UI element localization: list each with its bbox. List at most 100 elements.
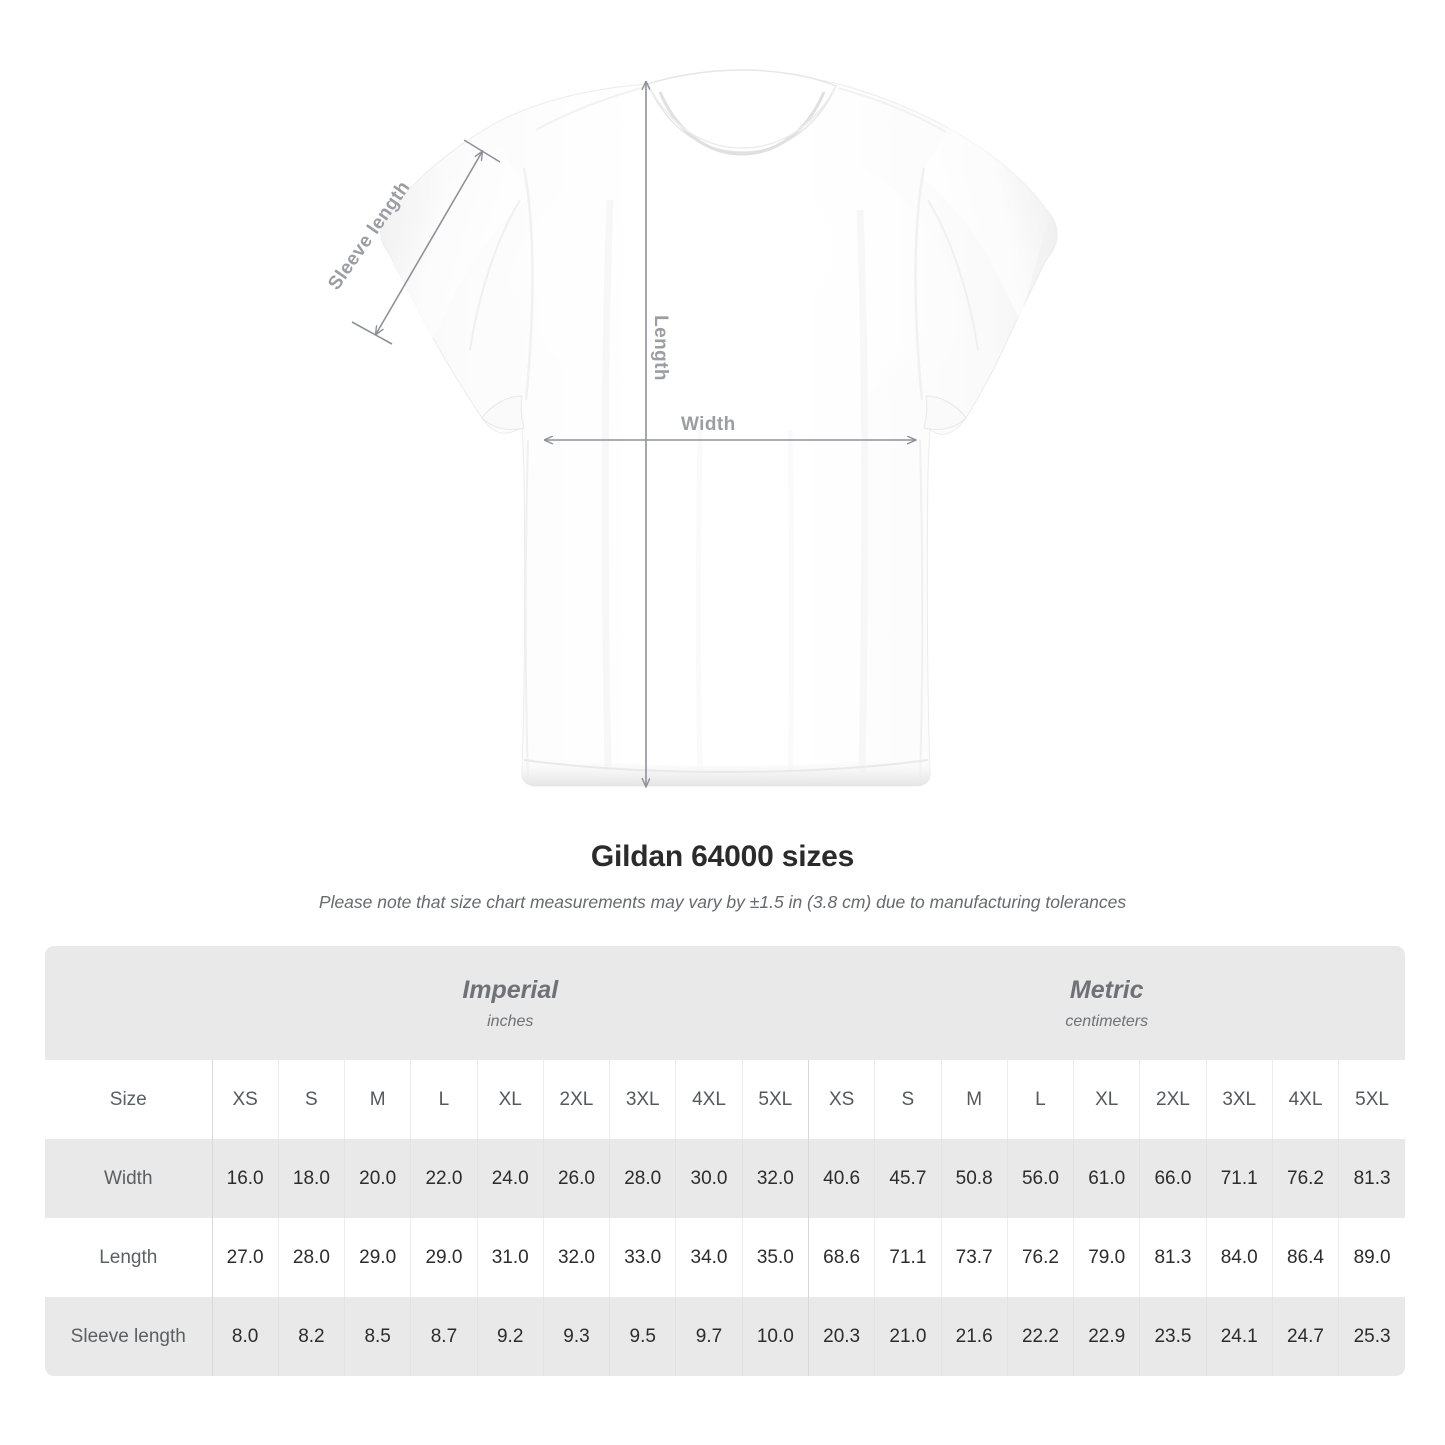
size-header-metric-4xl: 4XL (1271, 1060, 1339, 1139)
tolerance-note: Please note that size chart measurements… (318, 891, 1127, 912)
cell-width-imperial-m: 20.0 (344, 1139, 411, 1218)
size-header-imperial-5xl: 5XL (741, 1060, 809, 1139)
size-header-imperial-xl: XL (476, 1060, 544, 1139)
cell-width-imperial-3xl: 28.0 (609, 1139, 676, 1218)
cell-width-metric-3xl: 71.1 (1205, 1139, 1273, 1218)
unit-name: Imperial (462, 975, 559, 1004)
cell-width-metric-m: 50.8 (940, 1139, 1008, 1218)
cell-length-imperial-3xl: 33.0 (609, 1218, 676, 1297)
sleeve-length-arrow (376, 152, 482, 334)
title-block: Gildan 64000 sizes Please note that size… (0, 838, 1445, 913)
cell-sleeve-length-metric-5xl: 25.3 (1338, 1297, 1405, 1376)
shirt-diagram-panel: Sleeve length Length Width (324, 69, 1058, 830)
size-header-metric-s: S (874, 1060, 942, 1139)
cell-sleeve-length-metric-s: 21.0 (874, 1297, 942, 1376)
cell-width-imperial-2xl: 26.0 (542, 1139, 610, 1218)
cell-width-imperial-xs: 16.0 (211, 1139, 279, 1218)
cell-width-metric-l: 56.0 (1006, 1139, 1074, 1218)
row-label-sleeve-length: Sleeve length (45, 1297, 212, 1376)
unit-subtitle: centimeters (1065, 1012, 1149, 1030)
table-row: Width 16.0 18.0 20.0 22.0 24.0 26.0 28.0 30.0 32.… (45, 1139, 1405, 1218)
size-header-metric-xs: XS (807, 1060, 875, 1139)
cell-width-imperial-s: 18.0 (277, 1139, 345, 1218)
cell-sleeve-length-imperial-l: 8.7 (410, 1297, 478, 1376)
width-dimension-label: Width (681, 414, 736, 435)
cell-length-imperial-xs: 27.0 (211, 1218, 279, 1297)
cell-length-metric-xl: 79.0 (1073, 1218, 1140, 1297)
table-row: Sleeve length 8.0 8.2 8.5 8.7 9.2 9.3 9.5 9.7 10.… (45, 1297, 1405, 1376)
length-dimension-label: Length (649, 315, 671, 381)
cell-sleeve-length-metric-4xl: 24.7 (1271, 1297, 1339, 1376)
unit-header-row: Imperial inches Metric centimeters (45, 946, 1405, 1060)
tshirt-illustration (351, 69, 1058, 830)
unit-subtitle: inches (487, 1012, 534, 1030)
unit-name: Metric (1069, 975, 1144, 1004)
cell-length-imperial-m: 29.0 (344, 1218, 411, 1297)
cell-sleeve-length-imperial-5xl: 10.0 (741, 1297, 809, 1376)
cell-sleeve-length-metric-xs: 20.3 (807, 1297, 875, 1376)
cell-length-metric-5xl: 89.0 (1338, 1218, 1405, 1297)
cell-length-metric-s: 71.1 (874, 1218, 942, 1297)
cell-sleeve-length-imperial-s: 8.2 (277, 1297, 345, 1376)
cell-length-imperial-l: 29.0 (410, 1218, 478, 1297)
size-header-imperial-4xl: 4XL (675, 1060, 743, 1139)
size-header-metric-xl: XL (1073, 1060, 1140, 1139)
cell-length-metric-3xl: 84.0 (1205, 1218, 1273, 1297)
cell-length-metric-4xl: 86.4 (1271, 1218, 1339, 1297)
unit-row-spacer (45, 946, 212, 1060)
cell-length-metric-m: 73.7 (940, 1218, 1008, 1297)
cell-sleeve-length-metric-3xl: 24.1 (1205, 1297, 1273, 1376)
sleeve-tick-top (463, 139, 501, 163)
cell-length-imperial-s: 28.0 (277, 1218, 345, 1297)
row-label-length: Length (45, 1218, 212, 1297)
cell-sleeve-length-imperial-xs: 8.0 (211, 1297, 279, 1376)
unit-header-imperial: Imperial inches (212, 946, 809, 1060)
size-header-metric-5xl: 5XL (1338, 1060, 1405, 1139)
size-header-metric-3xl: 3XL (1205, 1060, 1273, 1139)
cell-width-imperial-4xl: 30.0 (675, 1139, 743, 1218)
measurement-arrows (351, 82, 915, 786)
cell-width-metric-xs: 40.6 (807, 1139, 875, 1218)
cell-length-metric-l: 76.2 (1006, 1218, 1074, 1297)
table-row: Length 27.0 28.0 29.0 29.0 31.0 32.0 33.0 34.0 35… (45, 1218, 1405, 1297)
sleeve-tick-bottom (351, 321, 393, 345)
size-header-metric-m: M (940, 1060, 1008, 1139)
size-header-imperial-s: S (277, 1060, 345, 1139)
cell-sleeve-length-imperial-xl: 9.2 (476, 1297, 544, 1376)
size-header-imperial-l: L (410, 1060, 478, 1139)
size-header-imperial-2xl: 2XL (542, 1060, 610, 1139)
cell-sleeve-length-metric-xl: 22.9 (1073, 1297, 1140, 1376)
row-label-width: Width (45, 1139, 212, 1218)
cell-sleeve-length-imperial-2xl: 9.3 (542, 1297, 610, 1376)
size-chart-table: Imperial inches Metric centimeters Size XS S M L… (45, 946, 1405, 1376)
size-header-row: Size XS S M L XL 2XL 3XL 4XL 5XL XS S M L XL 2XL 3XL 4XL 5… (45, 1060, 1405, 1139)
size-header-imperial-m: M (344, 1060, 411, 1139)
size-header-imperial-xs: XS (211, 1060, 279, 1139)
cell-width-imperial-5xl: 32.0 (741, 1139, 809, 1218)
cell-sleeve-length-metric-l: 22.2 (1006, 1297, 1074, 1376)
cell-width-metric-2xl: 66.0 (1139, 1139, 1207, 1218)
cell-sleeve-length-metric-m: 21.6 (940, 1297, 1008, 1376)
cell-length-imperial-4xl: 34.0 (675, 1218, 743, 1297)
cell-width-imperial-l: 22.0 (410, 1139, 478, 1218)
cell-length-imperial-2xl: 32.0 (542, 1218, 610, 1297)
cell-width-metric-s: 45.7 (874, 1139, 942, 1218)
cell-width-metric-4xl: 76.2 (1271, 1139, 1339, 1218)
page-title: Gildan 64000 sizes (590, 840, 855, 873)
cell-sleeve-length-imperial-3xl: 9.5 (609, 1297, 676, 1376)
cell-length-imperial-xl: 31.0 (476, 1218, 544, 1297)
cell-width-metric-xl: 61.0 (1073, 1139, 1140, 1218)
cell-width-imperial-xl: 24.0 (476, 1139, 544, 1218)
cell-length-metric-2xl: 81.3 (1139, 1218, 1207, 1297)
cell-sleeve-length-imperial-4xl: 9.7 (675, 1297, 743, 1376)
size-header-imperial-3xl: 3XL (609, 1060, 676, 1139)
cell-length-metric-xs: 68.6 (807, 1218, 875, 1297)
unit-header-metric: Metric centimeters (808, 946, 1405, 1060)
cell-sleeve-length-imperial-m: 8.5 (344, 1297, 411, 1376)
size-corner-label: Size (45, 1060, 212, 1139)
size-header-metric-l: L (1006, 1060, 1074, 1139)
cell-sleeve-length-metric-2xl: 23.5 (1139, 1297, 1207, 1376)
size-chart-table-wrapper: Imperial inches Metric centimeters Size XS S M L… (45, 946, 1405, 1376)
size-header-metric-2xl: 2XL (1139, 1060, 1207, 1139)
cell-length-imperial-5xl: 35.0 (741, 1218, 809, 1297)
